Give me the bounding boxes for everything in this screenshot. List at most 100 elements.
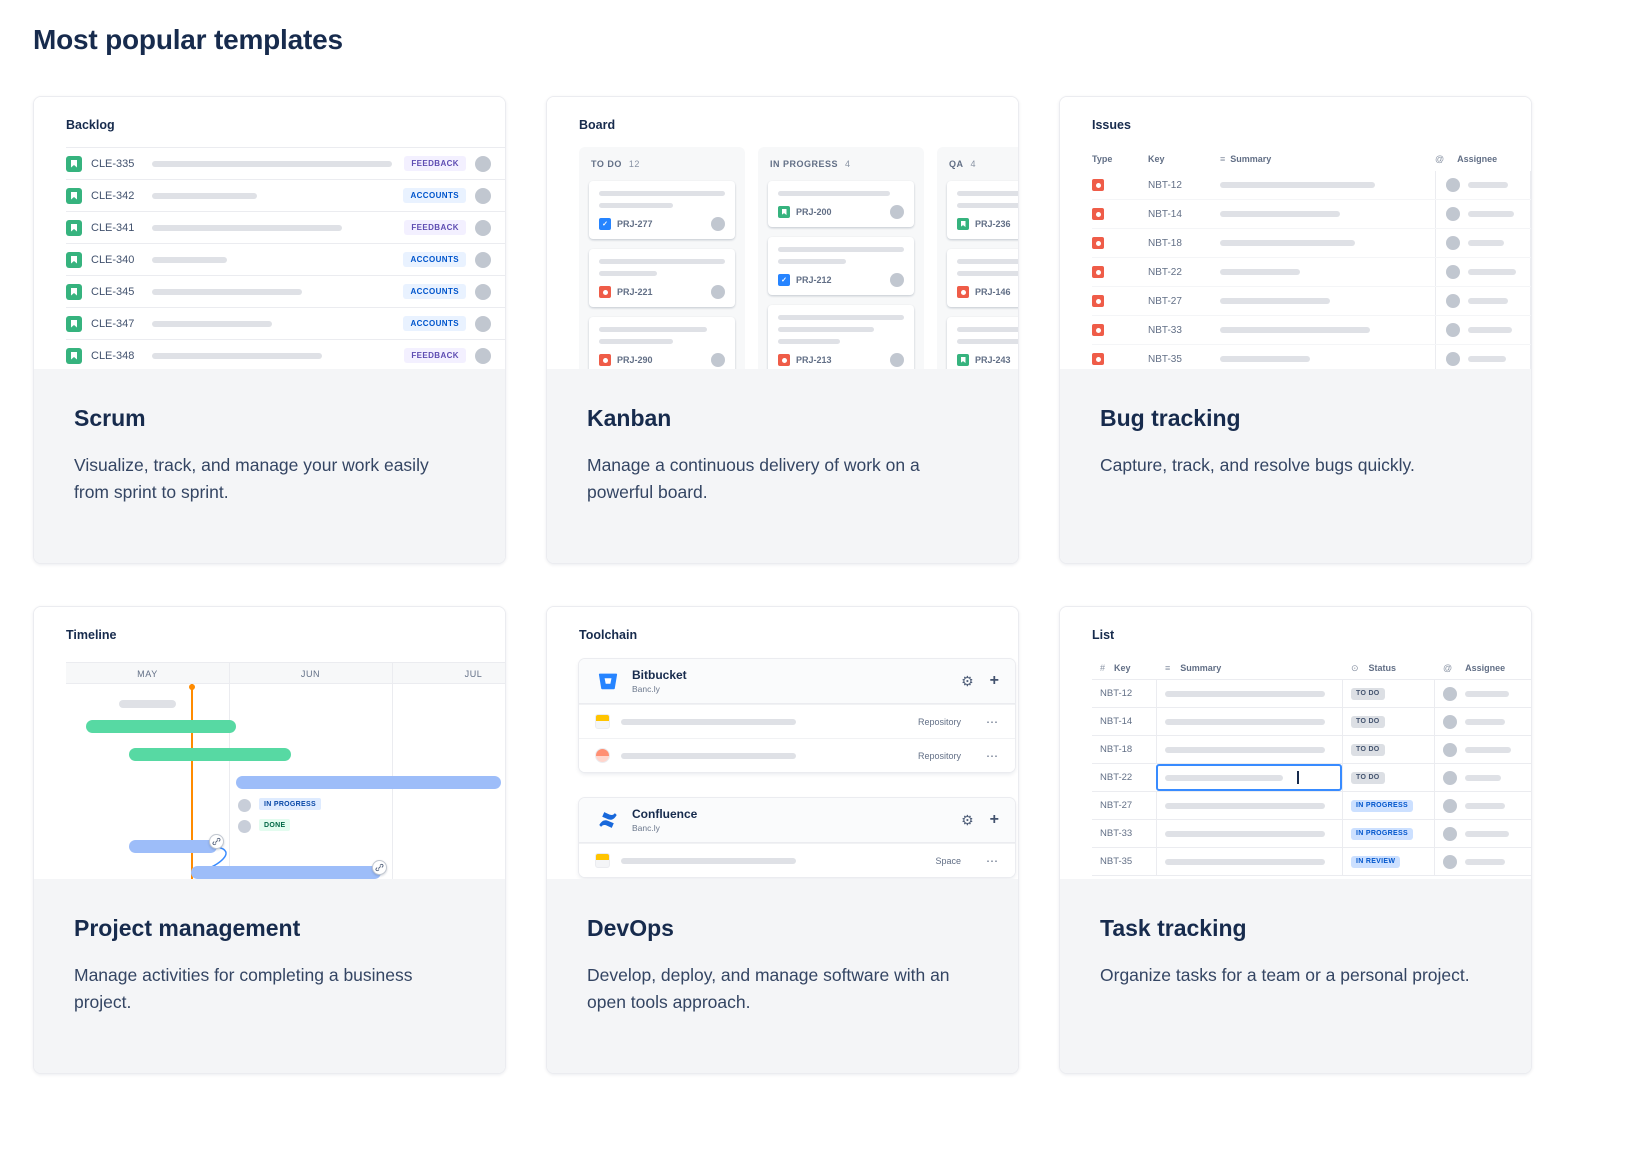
placeholder-bar bbox=[1220, 298, 1330, 304]
placeholder-bar bbox=[1165, 774, 1283, 781]
label-badge: ACCOUNTS bbox=[403, 316, 466, 331]
placeholder-bar bbox=[599, 191, 725, 196]
col-header-assignee: Assignee bbox=[1465, 663, 1506, 673]
story-icon bbox=[957, 218, 969, 230]
placeholder-bar bbox=[599, 259, 725, 264]
issue-key: NBT-12 bbox=[1100, 688, 1133, 699]
placeholder-bar bbox=[599, 203, 673, 208]
placeholder-bar bbox=[957, 203, 1018, 208]
placeholder-bar bbox=[778, 327, 874, 332]
repo-favicon-icon bbox=[595, 714, 610, 729]
col-header-key: Key bbox=[1114, 663, 1131, 673]
list-row: NBT-33 IN PROGRESS bbox=[1092, 820, 1531, 848]
column-header: IN PROGRESS 4 bbox=[770, 159, 914, 169]
placeholder-bar bbox=[1465, 858, 1505, 865]
board-card: PRJ-277 bbox=[589, 181, 735, 239]
template-card-scrum[interactable]: Backlog CLE-335 FEEDBACK CLE-342 ACCOUNT… bbox=[33, 96, 506, 564]
template-card-bug-tracking[interactable]: Issues Type Key ≡ Summary @ Assignee NBT-1… bbox=[1059, 96, 1532, 564]
assignee-icon: @ bbox=[1435, 154, 1445, 164]
placeholder-bar bbox=[1220, 240, 1355, 246]
placeholder-bar bbox=[778, 191, 890, 196]
card-footer: PRJ-290 bbox=[599, 353, 725, 367]
status-dot bbox=[238, 799, 251, 812]
key-icon: # bbox=[1100, 663, 1106, 673]
placeholder-bar bbox=[152, 256, 227, 263]
issue-key: NBT-27 bbox=[1100, 800, 1133, 811]
issue-key: PRJ-243 bbox=[975, 355, 1011, 365]
gantt-bar-blue bbox=[191, 866, 381, 879]
avatar bbox=[1443, 742, 1457, 757]
placeholder-bar bbox=[1220, 182, 1375, 188]
issue-key: NBT-14 bbox=[1148, 208, 1182, 220]
link-icon bbox=[372, 860, 387, 875]
issue-key: CLE-345 bbox=[91, 285, 135, 298]
issue-key: CLE-348 bbox=[91, 349, 135, 362]
backlog-row: CLE-347 ACCOUNTS bbox=[66, 308, 505, 340]
list-row: NBT-22 TO DO bbox=[1092, 764, 1531, 792]
label-badge: FEEDBACK bbox=[404, 220, 466, 235]
template-card-task-tracking[interactable]: List # Key ≡ Summary ⊙ Status @ Assignee NBT… bbox=[1059, 606, 1532, 1074]
story-icon bbox=[66, 315, 82, 332]
card-title-devops: DevOps bbox=[587, 915, 674, 941]
more-icon: ⋯ bbox=[986, 853, 999, 868]
label-badge: FEEDBACK bbox=[404, 348, 466, 363]
placeholder-bar bbox=[1220, 356, 1310, 362]
list-row: NBT-18 TO DO bbox=[1092, 736, 1531, 764]
story-icon bbox=[778, 206, 790, 218]
editing-summary-cell[interactable] bbox=[1156, 764, 1342, 791]
template-card-devops[interactable]: Toolchain Bitbucket Banc.ly bbox=[546, 606, 1019, 1074]
list-row: NBT-14 TO DO bbox=[1092, 708, 1531, 736]
story-icon bbox=[957, 354, 969, 366]
more-icon: ⋯ bbox=[986, 714, 999, 729]
board-card: PRJ-213 bbox=[768, 305, 914, 369]
col-header-summary: Summary bbox=[1180, 663, 1222, 673]
template-card-kanban[interactable]: Board TO DO 12 PRJ-277 bbox=[546, 96, 1019, 564]
list-row: NBT-27 IN PROGRESS bbox=[1092, 792, 1531, 820]
story-icon bbox=[66, 155, 82, 172]
tool-actions: ⚙ + bbox=[961, 672, 999, 690]
timeline: MAY JUN JUL IN PROGRESS bbox=[66, 662, 505, 879]
more-icon: ⋯ bbox=[986, 748, 999, 763]
issue-key: CLE-341 bbox=[91, 221, 135, 234]
column-name: QA bbox=[949, 159, 964, 169]
timeline-months: MAY JUN JUL bbox=[66, 662, 505, 684]
preview-header-timeline: Timeline bbox=[66, 628, 117, 642]
issue-row: NBT-12 bbox=[1092, 171, 1531, 200]
column-count: 4 bbox=[845, 159, 851, 169]
status-chip-done: DONE bbox=[259, 819, 291, 831]
card-title-bug-tracking: Bug tracking bbox=[1100, 405, 1241, 431]
col-header-assignee: Assignee bbox=[1457, 154, 1498, 164]
board-card: PRJ-236 bbox=[947, 181, 1018, 239]
story-icon bbox=[66, 283, 82, 300]
avatar bbox=[890, 353, 904, 367]
card-footer: PRJ-213 bbox=[778, 353, 904, 367]
issue-key: PRJ-290 bbox=[617, 355, 653, 365]
scrum-preview: Backlog CLE-335 FEEDBACK CLE-342 ACCOUNT… bbox=[34, 97, 505, 369]
toolchain-preview: Toolchain Bitbucket Banc.ly bbox=[547, 607, 1018, 879]
placeholder-bar bbox=[621, 752, 796, 759]
tool-name: Confluence bbox=[632, 807, 698, 821]
list-preview: List # Key ≡ Summary ⊙ Status @ Assignee NBT… bbox=[1060, 607, 1531, 879]
avatar bbox=[475, 315, 491, 332]
placeholder-bar bbox=[1165, 690, 1325, 697]
col-header-key: Key bbox=[1148, 154, 1165, 164]
status-badge: TO DO bbox=[1351, 771, 1385, 784]
tool-row: Repository ⋯ bbox=[579, 738, 1015, 772]
placeholder-bar bbox=[1468, 182, 1508, 188]
grid-line bbox=[229, 662, 230, 879]
list-table-header: # Key ≡ Summary ⊙ Status @ Assignee bbox=[1092, 657, 1531, 680]
issue-row: NBT-27 bbox=[1092, 287, 1531, 316]
bug-icon bbox=[1092, 208, 1104, 220]
tool-row: Repository ⋯ bbox=[579, 704, 1015, 738]
placeholder-bar bbox=[599, 327, 707, 332]
placeholder-bar bbox=[1468, 298, 1508, 304]
bug-icon bbox=[1092, 353, 1104, 365]
page-title: Most popular templates bbox=[33, 24, 343, 55]
placeholder-bar bbox=[1468, 327, 1512, 333]
issue-key: PRJ-146 bbox=[975, 287, 1011, 297]
month-label: JUL bbox=[464, 669, 483, 679]
template-card-project-management[interactable]: Timeline MAY JUN JUL bbox=[33, 606, 506, 1074]
card-info: Bug tracking Capture, track, and resolve… bbox=[1060, 369, 1531, 563]
status-badge: IN PROGRESS bbox=[1351, 827, 1413, 840]
